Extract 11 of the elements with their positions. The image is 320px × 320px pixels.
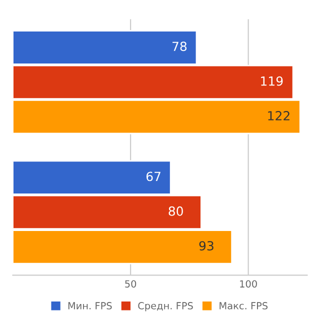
x-tick-label: 100	[240, 280, 257, 288]
x-tick-label: 50	[125, 280, 136, 288]
data-label: 80	[168, 206, 183, 216]
legend-label: Средн. FPS	[138, 302, 193, 312]
data-label: 78	[172, 42, 187, 52]
legend-label: Макс. FPS	[220, 302, 268, 310]
data-label: 67	[146, 172, 160, 182]
data-label: 93	[199, 241, 214, 251]
data-label: 122	[268, 111, 290, 120]
legend-label: Мин. FPS	[68, 302, 112, 310]
data-label: 119	[261, 76, 283, 86]
